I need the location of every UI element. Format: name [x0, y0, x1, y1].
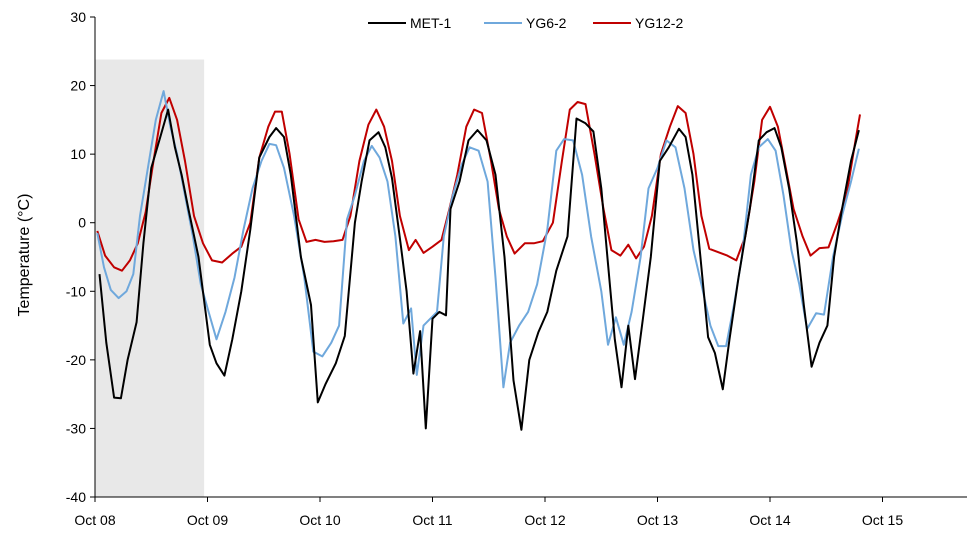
legend: MET-1 YG6-2 YG12-2 [368, 15, 683, 31]
series-line-met-1 [98, 108, 860, 431]
x-tick-label: Oct 14 [749, 512, 790, 528]
x-tick-label: Oct 11 [412, 512, 452, 528]
y-tick-label: -40 [66, 489, 86, 505]
y-axis: -40 -30 -20 -10 0 10 20 30 [66, 9, 96, 505]
series-line-yg12-2 [96, 96, 861, 272]
x-tick-label: Oct 09 [187, 512, 228, 528]
y-tick-label: 30 [70, 9, 86, 25]
x-tick-label: Oct 15 [862, 512, 903, 528]
y-tick-label: -30 [66, 420, 86, 436]
x-tick-label: Oct 08 [74, 512, 115, 528]
shaded-region [95, 59, 205, 498]
legend-label-met-1: MET-1 [410, 15, 451, 31]
x-axis: Oct 08 Oct 09 Oct 10 Oct 11 Oct 12 Oct 13 Oct … [74, 496, 967, 528]
x-tick-label: Oct 12 [524, 512, 565, 528]
x-tick-label: Oct 13 [637, 512, 678, 528]
y-tick-label: 20 [70, 78, 86, 94]
x-tick-label: Oct 10 [299, 512, 340, 528]
y-tick-label: 10 [70, 146, 86, 162]
y-tick-label: -10 [66, 283, 86, 299]
legend-label-yg12-2: YG12-2 [635, 15, 683, 31]
series-lines [96, 90, 861, 431]
y-axis-title: Temperature (°C) [16, 194, 33, 317]
legend-label-yg6-2: YG6-2 [526, 15, 567, 31]
y-tick-label: 0 [78, 215, 86, 231]
y-tick-label: -20 [66, 352, 86, 368]
